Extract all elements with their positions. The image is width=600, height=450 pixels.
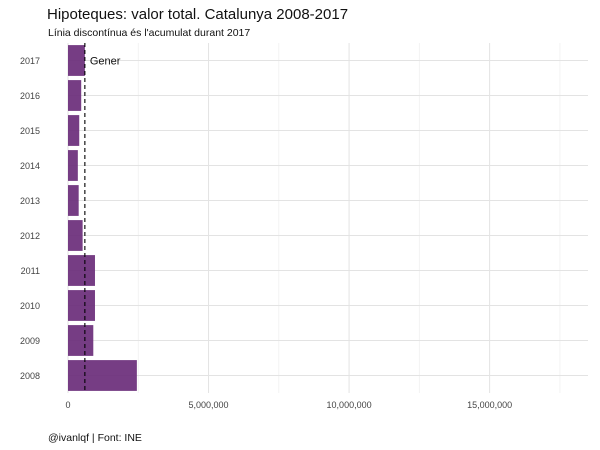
axis-layer: 2008 2009 2010 2011 2012 2013 2014 2015 2016 2017… — [20, 56, 512, 410]
grid-layer — [67, 43, 588, 393]
x-tick-label: 15,000,000 — [467, 400, 512, 410]
chart-caption: @ivanlqf | Font: INE — [48, 432, 142, 444]
bar-2014 — [68, 150, 78, 181]
y-tick-label: 2016 — [20, 91, 40, 101]
bar-2011 — [68, 255, 95, 286]
x-tick-label: 10,000,000 — [327, 400, 372, 410]
y-tick-label: 2013 — [20, 196, 40, 206]
bar-2009 — [68, 325, 94, 356]
bar-layer — [68, 45, 137, 391]
y-tick-label: 2012 — [20, 231, 40, 241]
y-tick-label: 2010 — [20, 301, 40, 311]
bar-2016 — [68, 80, 82, 111]
chart-title: Hipoteques: valor total. Catalunya 2008-… — [47, 6, 349, 23]
bar-2013 — [68, 185, 79, 216]
x-tick-label: 0 — [65, 400, 70, 410]
y-tick-label: 2017 — [20, 56, 40, 66]
reference-line-label: Gener — [90, 56, 121, 68]
bar-2015 — [68, 115, 80, 146]
reference-line-layer: Gener — [84, 43, 121, 393]
bar-2017 — [68, 45, 85, 76]
bar-2010 — [68, 290, 95, 321]
y-tick-label: 2011 — [21, 266, 40, 276]
bar-2012 — [68, 220, 83, 251]
x-tick-label: 5,000,000 — [189, 400, 229, 410]
y-tick-label: 2015 — [20, 126, 40, 136]
bar-2008 — [68, 360, 137, 391]
y-tick-label: 2008 — [20, 371, 40, 381]
y-tick-label: 2009 — [20, 336, 40, 346]
y-tick-label: 2014 — [20, 161, 40, 171]
chart-subtitle: Línia discontínua és l'acumulat durant 2… — [48, 27, 251, 39]
